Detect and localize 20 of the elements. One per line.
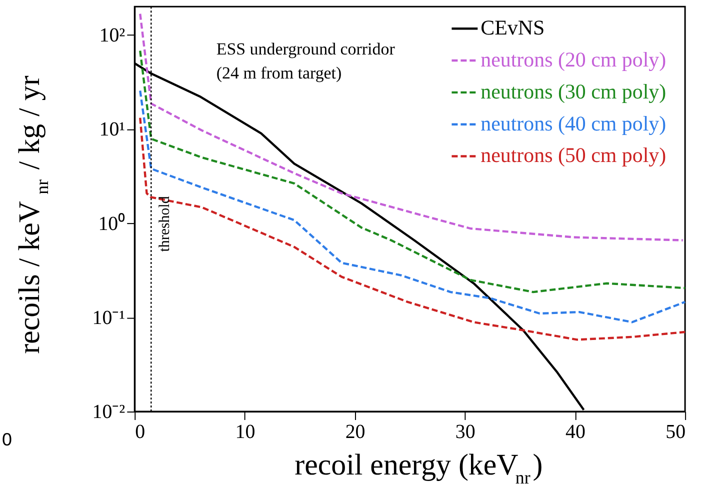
line-series xyxy=(139,116,686,341)
legend-label: neutrons (50 cm poly) xyxy=(480,143,666,168)
x-tick-label: 10 xyxy=(235,420,256,443)
legend-label: neutrons (40 cm poly) xyxy=(480,111,666,136)
x-tick-label: 30 xyxy=(455,420,476,443)
x-tick-label: 50 xyxy=(666,420,686,443)
x-tick-label: 40 xyxy=(565,420,586,443)
y-tick-label: 10⁻¹ xyxy=(92,306,126,329)
y-tick-label: 10² xyxy=(99,24,126,46)
legend-label: neutrons (30 cm poly) xyxy=(480,79,666,104)
ref-line-label: threshold xyxy=(157,196,174,252)
x-tick-label: 20 xyxy=(345,420,366,443)
y-tick-label: 10¹ xyxy=(99,118,126,141)
x-tick-label: 0 xyxy=(135,420,146,443)
annotation: ESS underground corridor (24 m from target) xyxy=(216,40,396,82)
legend-label: neutrons (20 cm poly) xyxy=(480,48,666,72)
y-axis-title: recoils / keVnr / kg / yr xyxy=(12,76,52,354)
y-tick-label: 10⁰ xyxy=(98,212,126,235)
legend-label: CEvNS xyxy=(480,16,545,40)
y-tick-label: 10⁻² xyxy=(92,401,126,424)
